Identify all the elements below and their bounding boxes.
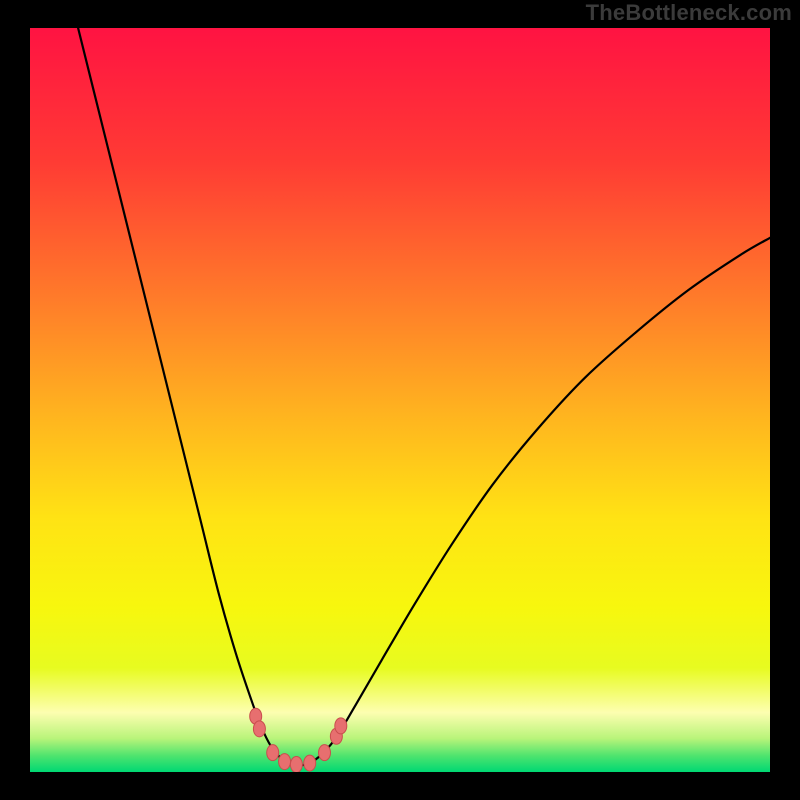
- bottleneck-curve-chart: [0, 0, 800, 800]
- marker-dot: [304, 755, 316, 771]
- marker-dot: [319, 745, 331, 761]
- marker-dot: [267, 745, 279, 761]
- heat-gradient-background: [30, 28, 770, 772]
- marker-dot: [279, 754, 291, 770]
- chart-stage: TheBottleneck.com: [0, 0, 800, 800]
- marker-dot: [335, 718, 347, 734]
- marker-dot: [253, 721, 265, 737]
- marker-dot: [290, 757, 302, 773]
- watermark-text: TheBottleneck.com: [586, 0, 792, 26]
